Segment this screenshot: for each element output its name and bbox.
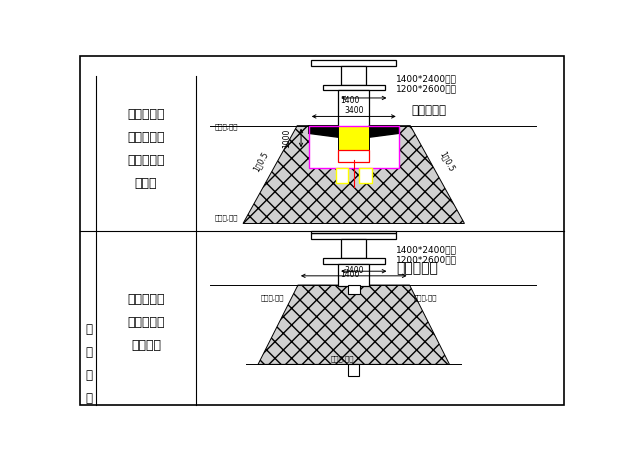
Polygon shape bbox=[258, 285, 450, 364]
Text: 原地上,压实: 原地上,压实 bbox=[214, 123, 238, 130]
Text: 施
工
程
序: 施 工 程 序 bbox=[85, 324, 92, 405]
Bar bbox=[309, 126, 399, 168]
Text: 1：0.5: 1：0.5 bbox=[438, 149, 456, 173]
Bar bbox=[359, 168, 372, 183]
Text: 1400*2400大梁: 1400*2400大梁 bbox=[396, 75, 457, 84]
Text: 无承台处断
面图（未回
填部分）: 无承台处断 面图（未回 填部分） bbox=[127, 292, 165, 351]
Text: 原地上,压实: 原地上,压实 bbox=[214, 215, 238, 221]
Text: 3400: 3400 bbox=[344, 106, 364, 115]
Text: 1000: 1000 bbox=[282, 128, 292, 148]
Bar bbox=[338, 150, 369, 162]
Text: 1：0.5: 1：0.5 bbox=[252, 149, 270, 173]
Bar bbox=[323, 85, 385, 90]
Text: 砂石混合料: 砂石混合料 bbox=[412, 104, 447, 117]
Bar bbox=[336, 168, 348, 183]
Text: 1200*2600大梁: 1200*2600大梁 bbox=[396, 255, 457, 264]
Text: 砂石混合料: 砂石混合料 bbox=[396, 261, 438, 275]
Bar bbox=[342, 239, 366, 258]
Text: 3400: 3400 bbox=[344, 266, 364, 275]
Text: 1200*2600大梁: 1200*2600大梁 bbox=[396, 84, 457, 93]
Text: 1400: 1400 bbox=[340, 270, 359, 279]
Text: 1400*2400大梁: 1400*2400大梁 bbox=[396, 246, 457, 255]
Polygon shape bbox=[309, 126, 338, 137]
Polygon shape bbox=[369, 126, 399, 137]
Bar bbox=[311, 60, 396, 66]
Bar bbox=[342, 66, 366, 85]
Bar bbox=[348, 364, 359, 376]
Bar bbox=[338, 126, 369, 150]
Bar bbox=[338, 90, 369, 133]
Text: 1400: 1400 bbox=[340, 96, 359, 106]
Bar bbox=[309, 126, 399, 168]
Bar bbox=[311, 231, 396, 234]
Bar bbox=[323, 258, 385, 264]
Bar bbox=[348, 285, 360, 294]
Text: 原地上,压实: 原地上,压实 bbox=[261, 294, 284, 301]
Polygon shape bbox=[243, 126, 464, 223]
Bar bbox=[311, 234, 396, 239]
Text: 原地上,压实: 原地上,压实 bbox=[413, 294, 437, 301]
Text: 承台、立柱
处换填断面
图（未回填
部分）: 承台、立柱 处换填断面 图（未回填 部分） bbox=[127, 108, 165, 190]
Bar bbox=[338, 264, 369, 286]
Text: 原地上,压实: 原地上,压实 bbox=[330, 356, 354, 362]
